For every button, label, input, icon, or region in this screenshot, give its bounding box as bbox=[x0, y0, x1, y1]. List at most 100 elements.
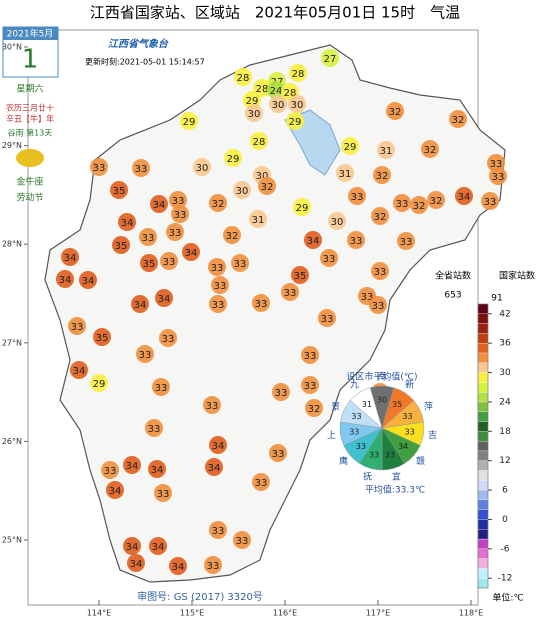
station-value: 32 bbox=[424, 145, 437, 156]
y-tick-label: 26°N bbox=[2, 437, 22, 446]
station-value: 34 bbox=[151, 465, 164, 476]
station-value: 33 bbox=[139, 350, 152, 361]
station-value: 30 bbox=[272, 100, 285, 111]
station-marker bbox=[377, 141, 395, 159]
audit-number: 审图号: GS (2017) 3320号 bbox=[137, 590, 263, 603]
title: 江西省国家站、区域站 2021年05月01日 15时 气温 bbox=[90, 4, 460, 22]
station-value: 33 bbox=[490, 159, 503, 170]
station-value: 33 bbox=[372, 301, 385, 312]
station-marker bbox=[209, 521, 227, 539]
y-tick-label: 30°N bbox=[2, 43, 22, 52]
colorbar-swatch bbox=[477, 323, 489, 334]
station-marker bbox=[293, 198, 311, 216]
station-marker bbox=[252, 473, 270, 491]
station-value: 34 bbox=[121, 218, 134, 229]
station-marker bbox=[169, 191, 187, 209]
station-marker bbox=[106, 481, 124, 499]
station-value: 34 bbox=[152, 542, 165, 553]
colorbar-swatch bbox=[477, 421, 489, 432]
station-value: 30 bbox=[248, 109, 261, 120]
station-value: 33 bbox=[172, 196, 185, 207]
station-value: 33 bbox=[284, 288, 297, 299]
station-value: 32 bbox=[389, 107, 402, 118]
calendar: 2021年5月 1 星期六 农历三月廿十 辛丑【牛】年 谷雨 第13天 金牛座 … bbox=[2, 26, 59, 204]
station-marker bbox=[373, 166, 391, 184]
station-value: 33 bbox=[162, 334, 175, 345]
station-marker bbox=[159, 329, 177, 347]
station-value: 34 bbox=[64, 253, 77, 264]
colorbar-swatch bbox=[477, 313, 489, 324]
station-marker bbox=[155, 289, 173, 307]
colorbar-swatch bbox=[477, 578, 489, 589]
station-marker bbox=[304, 231, 322, 249]
station-marker bbox=[160, 252, 178, 270]
rose-value: 33 bbox=[402, 412, 412, 421]
station-value: 33 bbox=[350, 236, 363, 247]
station-value: 33 bbox=[155, 383, 168, 394]
station-marker bbox=[386, 102, 404, 120]
rose-city: 新 bbox=[405, 379, 414, 391]
station-value: 33 bbox=[212, 526, 225, 537]
legend: 全省站数 653 国家站数 91 单位:℃ 42 36 30 24 18 12 6 0 -6 -1… bbox=[435, 270, 535, 604]
station-marker bbox=[123, 456, 141, 474]
station-marker bbox=[410, 196, 428, 214]
station-value: 32 bbox=[413, 201, 426, 212]
rose-value: 33 bbox=[405, 427, 415, 436]
station-value: 33 bbox=[272, 449, 285, 460]
station-marker bbox=[56, 270, 74, 288]
station-marker bbox=[269, 444, 287, 462]
station-marker bbox=[233, 531, 251, 549]
colorbar-tick-label: 42 bbox=[499, 309, 510, 319]
station-marker bbox=[258, 177, 276, 195]
station-value: 33 bbox=[93, 163, 106, 174]
legend-count-national: 91 bbox=[491, 294, 502, 304]
graticule: 114°E 115°E 116°E 117°E 118°E 30°N 29°N 28°N 27°… bbox=[2, 43, 483, 618]
station-marker bbox=[123, 537, 141, 555]
station-value: 33 bbox=[142, 233, 155, 244]
station-marker bbox=[154, 484, 172, 502]
colorbar-tick-label: 6 bbox=[502, 486, 508, 496]
station-value: 33 bbox=[492, 172, 505, 183]
station-marker bbox=[286, 112, 304, 130]
station-marker bbox=[449, 110, 467, 128]
colorbar-swatch bbox=[477, 489, 489, 501]
x-tick-label: 115°E bbox=[180, 609, 204, 618]
y-tick-label: 27°N bbox=[2, 338, 22, 347]
station-marker bbox=[421, 140, 439, 158]
station-marker bbox=[231, 254, 249, 272]
station-value: 34 bbox=[130, 559, 143, 570]
station-value: 34 bbox=[158, 294, 171, 305]
station-value: 30 bbox=[236, 186, 249, 197]
station-value: 33 bbox=[169, 228, 182, 239]
station-marker bbox=[208, 258, 226, 276]
colorbar-swatch bbox=[477, 509, 489, 520]
calendar-lunar: 农历三月廿十 bbox=[6, 103, 54, 113]
station-value: 33 bbox=[361, 292, 374, 303]
colorbar-tick-label: -6 bbox=[501, 544, 510, 554]
station-marker bbox=[180, 112, 198, 130]
colorbar-swatch bbox=[477, 401, 489, 412]
station-value: 33 bbox=[321, 314, 334, 325]
station-value: 33 bbox=[396, 199, 409, 210]
station-marker bbox=[371, 207, 389, 225]
colorbar-swatch bbox=[477, 333, 489, 344]
station-value: 33 bbox=[234, 259, 247, 270]
station-value: 32 bbox=[226, 231, 239, 242]
calendar-weekday: 星期六 bbox=[16, 83, 43, 95]
station-value: 29 bbox=[289, 117, 302, 128]
station-value: 30 bbox=[196, 163, 209, 174]
colorbar-tick-label: -12 bbox=[498, 574, 513, 584]
station-value: 29 bbox=[227, 154, 240, 165]
station-value: 29 bbox=[246, 96, 259, 107]
y-tick-label: 25°N bbox=[2, 536, 22, 545]
station-value: 34 bbox=[172, 562, 185, 573]
station-marker bbox=[148, 460, 166, 478]
station-value: 29 bbox=[183, 117, 196, 128]
x-tick-label: 118°E bbox=[459, 609, 483, 618]
station-value: 32 bbox=[376, 171, 389, 182]
colorbar-swatch bbox=[477, 460, 489, 471]
station-value: 33 bbox=[351, 192, 364, 203]
station-value: 24 bbox=[270, 86, 283, 97]
legend-header-all: 全省站数 bbox=[435, 270, 471, 282]
station-marker bbox=[90, 374, 108, 392]
